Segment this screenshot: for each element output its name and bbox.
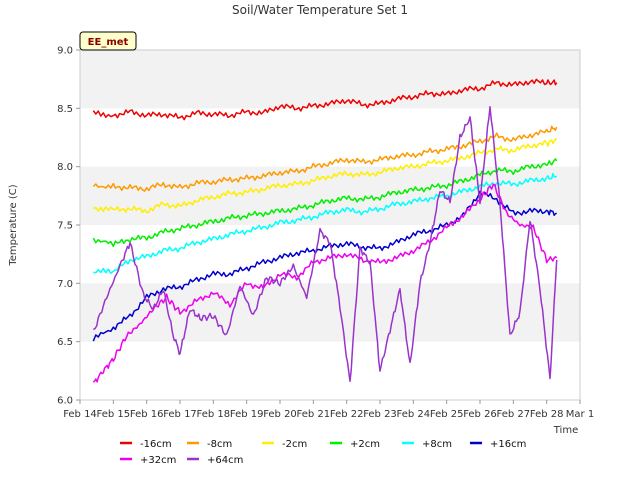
x-tick-label: Feb 19 [230, 409, 264, 420]
series-line-+64cm [92, 106, 558, 383]
series-layer [92, 78, 558, 383]
x-tick-label: Feb 27 [497, 409, 531, 420]
y-tick-label: 8.0 [57, 162, 73, 173]
x-tick-label: Feb 25 [430, 409, 464, 420]
x-tick-label: Feb 28 [530, 409, 564, 420]
y-tick-label: 8.5 [57, 104, 73, 115]
x-tick-label: Feb 17 [163, 409, 197, 420]
y-axis-ticks: 6.0 6.5 7.0 7.5 8.0 8.5 9.0 [57, 46, 80, 407]
x-tick-label: Feb 18 [197, 409, 231, 420]
x-tick-label: Feb 24 [397, 409, 431, 420]
y-tick-label: 6.0 [57, 396, 73, 407]
background-band [80, 166, 580, 225]
legend-label: +64cm [207, 455, 243, 466]
x-tick-label: Feb 22 [330, 409, 364, 420]
series-line-+2cm [92, 158, 558, 248]
plot-background-bands [80, 50, 580, 342]
x-tick-label: Feb 23 [363, 409, 397, 420]
y-axis-label: Temperature (C) [8, 184, 19, 266]
y-tick-label: 6.5 [57, 337, 73, 348]
legend-label: -2cm [282, 439, 307, 450]
background-band [80, 283, 580, 342]
x-tick-label: Feb 15 [97, 409, 131, 420]
series-line--8cm [92, 125, 558, 192]
chart-title: Soil/Water Temperature Set 1 [232, 3, 408, 17]
series-line--16cm [92, 78, 558, 121]
series-line-+8cm [93, 172, 558, 275]
x-tick-label: Feb 21 [297, 409, 331, 420]
legend-label: +32cm [140, 455, 176, 466]
legend-label: -8cm [207, 439, 232, 450]
y-tick-label: 7.0 [57, 279, 73, 290]
x-tick-label: Mar 1 [566, 409, 594, 420]
x-axis-ticks: Feb 14 Feb 15 Feb 16 Feb 17 Feb 18 Feb 19 Feb … [63, 400, 594, 420]
x-tick-label: Feb 16 [130, 409, 164, 420]
x-tick-label: Feb 26 [463, 409, 497, 420]
x-axis-label: Time [553, 425, 578, 436]
site-badge-box [79, 31, 137, 51]
background-band [80, 50, 580, 109]
y-tick-label: 9.0 [57, 46, 73, 57]
x-tick-label: Feb 14 [63, 409, 97, 420]
x-tick-label: Feb 20 [263, 409, 297, 420]
legend-label: +16cm [490, 439, 526, 450]
legend: -16cm -8cm -2cm +2cm +8cm +16cm +32cm +64cm [120, 439, 526, 466]
legend-label: -16cm [140, 439, 172, 450]
legend-label: +2cm [350, 439, 380, 450]
site-badge-label: EE_met [88, 37, 129, 48]
site-badge: EE_met [79, 31, 137, 51]
y-tick-label: 7.5 [57, 221, 73, 232]
legend-label: +8cm [422, 439, 452, 450]
